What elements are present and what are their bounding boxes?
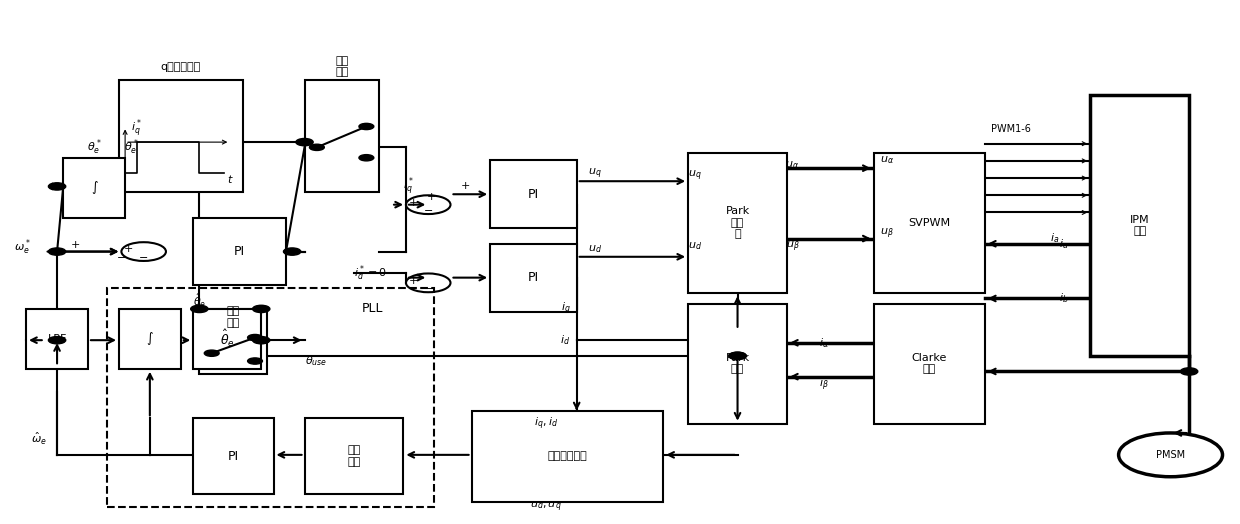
Text: $t$: $t$ bbox=[227, 172, 233, 184]
Text: PWM1-6: PWM1-6 bbox=[991, 124, 1030, 134]
Text: $\omega_e^*$: $\omega_e^*$ bbox=[14, 237, 31, 257]
Text: +: + bbox=[428, 192, 436, 202]
Text: $\hat{\theta}_e$: $\hat{\theta}_e$ bbox=[219, 329, 234, 350]
Circle shape bbox=[48, 248, 66, 255]
Text: $\theta_{use}$: $\theta_{use}$ bbox=[305, 354, 326, 368]
Text: $i_q^*$: $i_q^*$ bbox=[131, 118, 143, 140]
Text: IPM
模块: IPM 模块 bbox=[1130, 215, 1149, 236]
Text: 误差
跟踪: 误差 跟踪 bbox=[347, 445, 361, 467]
Bar bbox=[471, 410, 663, 502]
Text: ∫: ∫ bbox=[91, 181, 98, 194]
Text: $i_d^*=0$: $i_d^*=0$ bbox=[353, 264, 387, 283]
Bar bbox=[874, 304, 985, 423]
Text: Clarke
变换: Clarke 变换 bbox=[911, 353, 947, 375]
Bar bbox=[26, 309, 88, 369]
Text: PLL: PLL bbox=[362, 302, 383, 315]
Text: $i_\beta$: $i_\beta$ bbox=[820, 376, 830, 392]
Text: Park
变换: Park 变换 bbox=[725, 353, 750, 375]
Text: PI: PI bbox=[528, 188, 539, 201]
Bar bbox=[200, 309, 268, 374]
Text: $i_d$: $i_d$ bbox=[560, 333, 570, 347]
Text: −: − bbox=[117, 253, 126, 263]
Text: +: + bbox=[409, 276, 418, 286]
Circle shape bbox=[48, 183, 66, 190]
Text: $i_q$: $i_q$ bbox=[560, 301, 570, 317]
Text: PI: PI bbox=[228, 450, 239, 463]
Text: −: − bbox=[424, 206, 433, 216]
Circle shape bbox=[205, 350, 219, 356]
Text: PI: PI bbox=[528, 271, 539, 284]
Text: $\theta_e^*$: $\theta_e^*$ bbox=[87, 137, 102, 157]
Bar bbox=[107, 288, 434, 507]
Text: PI: PI bbox=[234, 245, 246, 258]
Circle shape bbox=[248, 334, 263, 341]
Text: PMSM: PMSM bbox=[1156, 450, 1185, 460]
Circle shape bbox=[253, 305, 270, 312]
Bar bbox=[305, 80, 378, 192]
Bar bbox=[119, 80, 243, 192]
Text: +: + bbox=[409, 198, 418, 208]
Text: $\theta_e^*$: $\theta_e^*$ bbox=[124, 137, 139, 157]
Circle shape bbox=[729, 352, 746, 359]
Text: $u_\alpha$: $u_\alpha$ bbox=[785, 160, 800, 171]
Text: $u_d$: $u_d$ bbox=[588, 243, 603, 255]
Bar bbox=[119, 309, 181, 369]
Text: $i_\alpha$: $i_\alpha$ bbox=[820, 336, 830, 350]
Text: $u_\beta$: $u_\beta$ bbox=[786, 239, 800, 254]
Text: $u_d$: $u_d$ bbox=[688, 241, 702, 252]
Circle shape bbox=[284, 248, 301, 255]
Text: $u_\alpha$: $u_\alpha$ bbox=[880, 155, 894, 166]
Text: 切换
策略: 切换 策略 bbox=[335, 56, 348, 78]
Bar bbox=[193, 217, 286, 286]
Bar bbox=[874, 152, 985, 293]
Circle shape bbox=[1180, 368, 1198, 375]
Text: $u_q$: $u_q$ bbox=[688, 169, 702, 183]
Bar bbox=[688, 304, 787, 423]
Text: LPF: LPF bbox=[47, 334, 67, 344]
Text: −: − bbox=[424, 284, 433, 294]
Circle shape bbox=[729, 352, 746, 359]
Circle shape bbox=[191, 305, 208, 312]
Circle shape bbox=[310, 144, 325, 150]
Text: $\hat{\theta}_e$: $\hat{\theta}_e$ bbox=[193, 292, 207, 310]
Circle shape bbox=[48, 336, 66, 344]
Circle shape bbox=[358, 155, 373, 161]
Bar bbox=[193, 309, 262, 369]
Circle shape bbox=[248, 358, 263, 364]
Bar bbox=[63, 158, 125, 217]
Bar bbox=[490, 244, 577, 311]
Bar bbox=[305, 418, 403, 494]
Bar bbox=[688, 152, 787, 293]
Text: $i_a$: $i_a$ bbox=[1050, 232, 1059, 245]
Text: −: − bbox=[139, 253, 149, 263]
Text: $i_q, i_d$: $i_q, i_d$ bbox=[533, 416, 558, 432]
Text: Park
反变
换: Park 反变 换 bbox=[725, 206, 750, 239]
Text: $\hat{\omega}_e$: $\hat{\omega}_e$ bbox=[31, 431, 46, 447]
Text: +: + bbox=[460, 181, 470, 191]
Text: SVPWM: SVPWM bbox=[908, 218, 950, 228]
Text: 切换
策略: 切换 策略 bbox=[227, 306, 241, 328]
Text: +: + bbox=[71, 241, 81, 250]
Text: $u_d, u_q$: $u_d, u_q$ bbox=[529, 500, 562, 514]
Text: $i_b$: $i_b$ bbox=[1059, 291, 1069, 305]
Text: +: + bbox=[124, 245, 134, 255]
Text: ∫: ∫ bbox=[146, 332, 153, 345]
Text: $u_\beta$: $u_\beta$ bbox=[880, 226, 894, 241]
Text: $i_a$: $i_a$ bbox=[1059, 237, 1069, 250]
Bar bbox=[1090, 95, 1189, 356]
Bar bbox=[193, 418, 274, 494]
Text: $u_q$: $u_q$ bbox=[589, 166, 603, 181]
Text: $i_q^*$: $i_q^*$ bbox=[403, 176, 414, 198]
Text: 龙伯格观测器: 龙伯格观测器 bbox=[548, 451, 588, 461]
Text: q轴电流给定: q轴电流给定 bbox=[161, 61, 201, 72]
Circle shape bbox=[253, 336, 270, 344]
Bar bbox=[490, 160, 577, 228]
Circle shape bbox=[296, 138, 314, 146]
Circle shape bbox=[358, 123, 373, 129]
